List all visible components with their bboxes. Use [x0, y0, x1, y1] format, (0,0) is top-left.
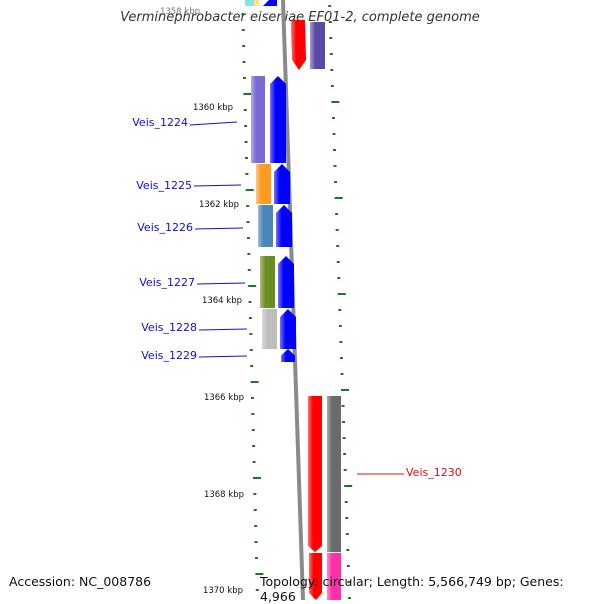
cog-block — [310, 22, 325, 69]
cog-block — [258, 205, 273, 247]
scale-label: 1360 kbp — [193, 103, 233, 113]
gene-leader-line — [198, 355, 248, 358]
scale-label: 1370 kbp — [203, 586, 243, 596]
forward-cds-arrow — [274, 164, 290, 204]
accession-label: Accession: NC_008786 — [9, 574, 152, 589]
scale-label: 1368 kbp — [204, 490, 244, 500]
forward-cds-arrow — [278, 256, 294, 308]
cog-block — [327, 396, 341, 552]
gene-label[interactable]: Veis_1230 — [406, 466, 462, 479]
top-partial-cog — [245, 0, 255, 6]
top-partial-cds — [263, 0, 277, 6]
gene-leader-line — [189, 121, 238, 126]
gene-label[interactable]: Veis_1229 — [141, 349, 197, 362]
forward-cds-arrow — [270, 76, 286, 163]
gene-leader-line — [198, 328, 248, 331]
gene-label[interactable]: Veis_1227 — [139, 276, 195, 289]
page-title: Verminephrobacter eiseniae EF01-2, compl… — [120, 10, 480, 25]
gene-leader-line — [193, 184, 242, 187]
gene-label[interactable]: Veis_1228 — [141, 321, 197, 334]
forward-cds-arrow — [281, 349, 295, 362]
gene-leader-line — [194, 227, 244, 230]
gene-label[interactable]: Veis_1225 — [136, 179, 192, 192]
forward-cds-arrow — [276, 205, 292, 247]
gene-label[interactable]: Veis_1224 — [132, 116, 188, 129]
cog-block — [256, 164, 271, 204]
scale-label: 1366 kbp — [204, 393, 244, 403]
cog-block — [260, 256, 275, 308]
scale-label: 1362 kbp — [199, 200, 239, 210]
cog-block — [327, 553, 341, 600]
cog-block — [251, 76, 265, 163]
forward-cds-arrow — [280, 309, 296, 349]
top-partial-cog — [254, 0, 259, 6]
reverse-cds-arrow — [308, 396, 322, 552]
scale-label: 1358 kbp — [160, 7, 200, 17]
reverse-cds-arrow — [309, 553, 322, 600]
gene-label[interactable]: Veis_1226 — [137, 221, 193, 234]
cog-block — [262, 309, 277, 349]
reverse-cds-arrow — [291, 20, 306, 70]
gene-leader-line — [196, 282, 246, 285]
scale-label: 1364 kbp — [202, 296, 242, 306]
